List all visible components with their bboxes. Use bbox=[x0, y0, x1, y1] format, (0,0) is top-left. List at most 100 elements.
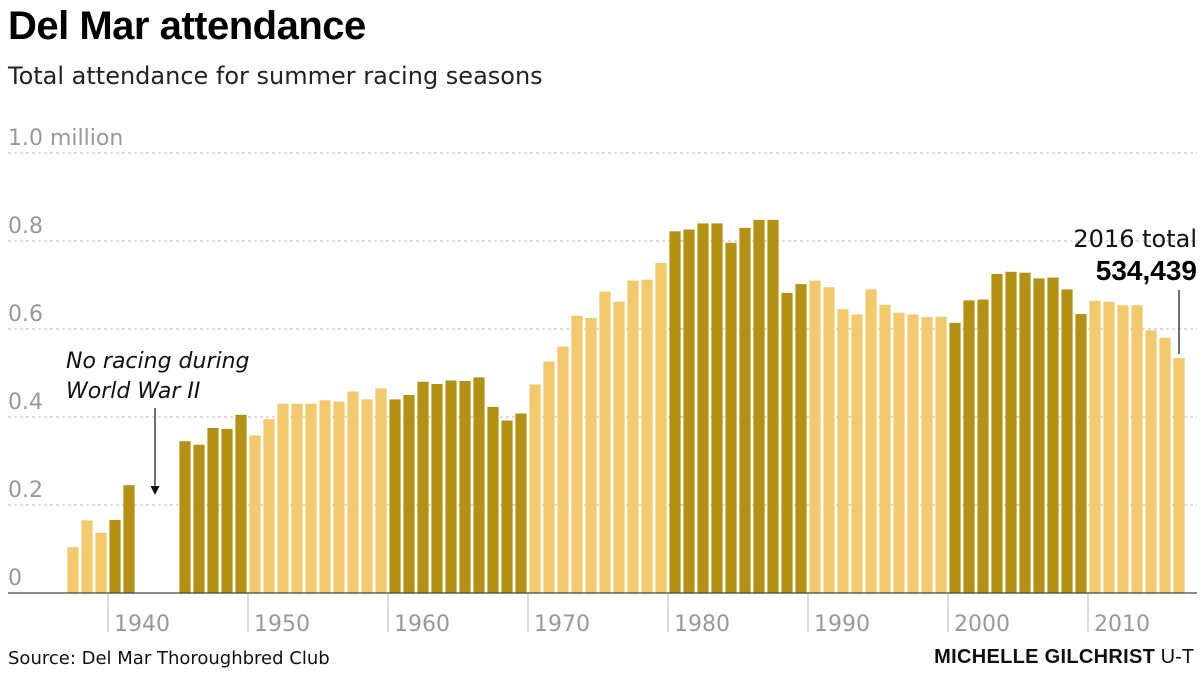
x-tick-label: 1970 bbox=[534, 612, 590, 637]
bar-1970 bbox=[529, 384, 541, 593]
bar-1980 bbox=[669, 231, 681, 593]
bar-2010 bbox=[1089, 300, 1101, 593]
bar-1995 bbox=[879, 304, 891, 593]
bar-1939 bbox=[95, 532, 107, 593]
y-tick-label: 0.8 bbox=[8, 214, 43, 239]
bar-1964 bbox=[445, 380, 457, 593]
bar-1984 bbox=[725, 242, 737, 593]
bar-1958 bbox=[361, 399, 373, 593]
bar-1971 bbox=[543, 361, 555, 593]
credit-name: MICHELLE GILCHRIST bbox=[934, 646, 1156, 668]
bar-1963 bbox=[431, 384, 443, 593]
credit: MICHELLE GILCHRIST U-T bbox=[934, 646, 1194, 669]
bar-2001 bbox=[963, 300, 975, 593]
bar-1999 bbox=[935, 316, 947, 593]
y-tick-label: 0.6 bbox=[8, 302, 43, 327]
bar-1993 bbox=[851, 314, 863, 593]
bar-1938 bbox=[81, 520, 93, 593]
bar-2011 bbox=[1103, 301, 1115, 593]
bar-1945 bbox=[179, 441, 191, 593]
bar-1979 bbox=[655, 263, 667, 593]
bar-1973 bbox=[571, 315, 583, 593]
credit-org: U-T bbox=[1160, 646, 1194, 668]
bar-1937 bbox=[67, 547, 79, 593]
bar-1955 bbox=[319, 400, 331, 593]
x-tick-label: 1960 bbox=[394, 612, 450, 637]
bar-1953 bbox=[291, 403, 303, 593]
bar-1957 bbox=[347, 391, 359, 593]
bar-2002 bbox=[977, 299, 989, 593]
bar-2007 bbox=[1047, 277, 1059, 593]
bar-1968 bbox=[501, 420, 513, 593]
bar-1986 bbox=[753, 219, 765, 593]
x-axis-ticks: 1940 1950 1960 1970 1980 1990 2000 2010 bbox=[107, 593, 1150, 637]
bar-1974 bbox=[585, 318, 597, 593]
bar-2000 bbox=[949, 322, 961, 593]
bar-1941 bbox=[123, 485, 135, 593]
y-tick-label: 1.0 million bbox=[8, 126, 123, 151]
bar-1996 bbox=[893, 312, 905, 593]
bar-1981 bbox=[683, 229, 695, 593]
x-tick-label: 1980 bbox=[674, 612, 730, 637]
y-tick-label: 0.2 bbox=[8, 478, 43, 503]
bar-2003 bbox=[991, 274, 1003, 593]
bar-1952 bbox=[277, 403, 289, 593]
bar-1956 bbox=[333, 401, 345, 593]
bar-1988 bbox=[781, 292, 793, 593]
x-tick-label: 2000 bbox=[954, 612, 1010, 637]
bar-1975 bbox=[599, 291, 611, 593]
war-annotation-line-1: No racing during bbox=[66, 349, 250, 374]
bar-1972 bbox=[557, 346, 569, 593]
war-annotation-arrowhead bbox=[150, 486, 160, 495]
bar-1990 bbox=[809, 280, 821, 593]
bar-1959 bbox=[375, 388, 387, 593]
bar-1983 bbox=[711, 223, 723, 593]
bar-2012 bbox=[1117, 305, 1129, 593]
bar-1976 bbox=[613, 301, 625, 593]
bar-1994 bbox=[865, 289, 877, 593]
chart-subtitle: Total attendance for summer racing seaso… bbox=[8, 62, 543, 90]
bar-1950 bbox=[249, 435, 261, 593]
bar-1961 bbox=[403, 395, 415, 593]
bar-1989 bbox=[795, 284, 807, 593]
x-tick-label: 1940 bbox=[114, 612, 170, 637]
bar-1954 bbox=[305, 403, 317, 593]
bar-1940 bbox=[109, 519, 121, 593]
bar-1998 bbox=[921, 317, 933, 593]
bar-1965 bbox=[459, 380, 471, 593]
bar-2009 bbox=[1075, 314, 1087, 593]
bar-1960 bbox=[389, 399, 401, 593]
bar-1947 bbox=[207, 428, 219, 593]
bar-1962 bbox=[417, 381, 429, 593]
bar-2008 bbox=[1061, 289, 1073, 593]
bar-1966 bbox=[473, 377, 485, 593]
bar-2015 bbox=[1159, 337, 1171, 593]
chart-title: Del Mar attendance bbox=[8, 4, 366, 48]
bar-1982 bbox=[697, 223, 709, 593]
bar-1991 bbox=[823, 287, 835, 593]
bar-1977 bbox=[627, 280, 639, 593]
y-tick-label: 0 bbox=[8, 566, 22, 591]
source-note: Source: Del Mar Thoroughbred Club bbox=[8, 648, 330, 669]
x-tick-label: 2010 bbox=[1094, 612, 1150, 637]
annotations: No racing during World War II 2016 total… bbox=[66, 225, 1197, 495]
bar-2014 bbox=[1145, 330, 1157, 593]
bar-1987 bbox=[767, 219, 779, 593]
bar-1951 bbox=[263, 419, 275, 593]
x-tick-label: 1990 bbox=[814, 612, 870, 637]
bar-1949 bbox=[235, 414, 247, 593]
bar-2004 bbox=[1005, 271, 1017, 593]
bar-1948 bbox=[221, 428, 233, 593]
total-2016-value: 534,439 bbox=[1096, 255, 1197, 286]
y-tick-label: 0.4 bbox=[8, 390, 43, 415]
x-tick-label: 1950 bbox=[254, 612, 310, 637]
bar-2016 bbox=[1173, 358, 1185, 593]
bar-2006 bbox=[1033, 278, 1045, 593]
bar-1967 bbox=[487, 406, 499, 593]
bar-series bbox=[67, 219, 1185, 594]
bar-1997 bbox=[907, 314, 919, 593]
bar-2013 bbox=[1131, 305, 1143, 593]
war-annotation-line-2: World War II bbox=[66, 379, 200, 404]
bar-1978 bbox=[641, 279, 653, 593]
